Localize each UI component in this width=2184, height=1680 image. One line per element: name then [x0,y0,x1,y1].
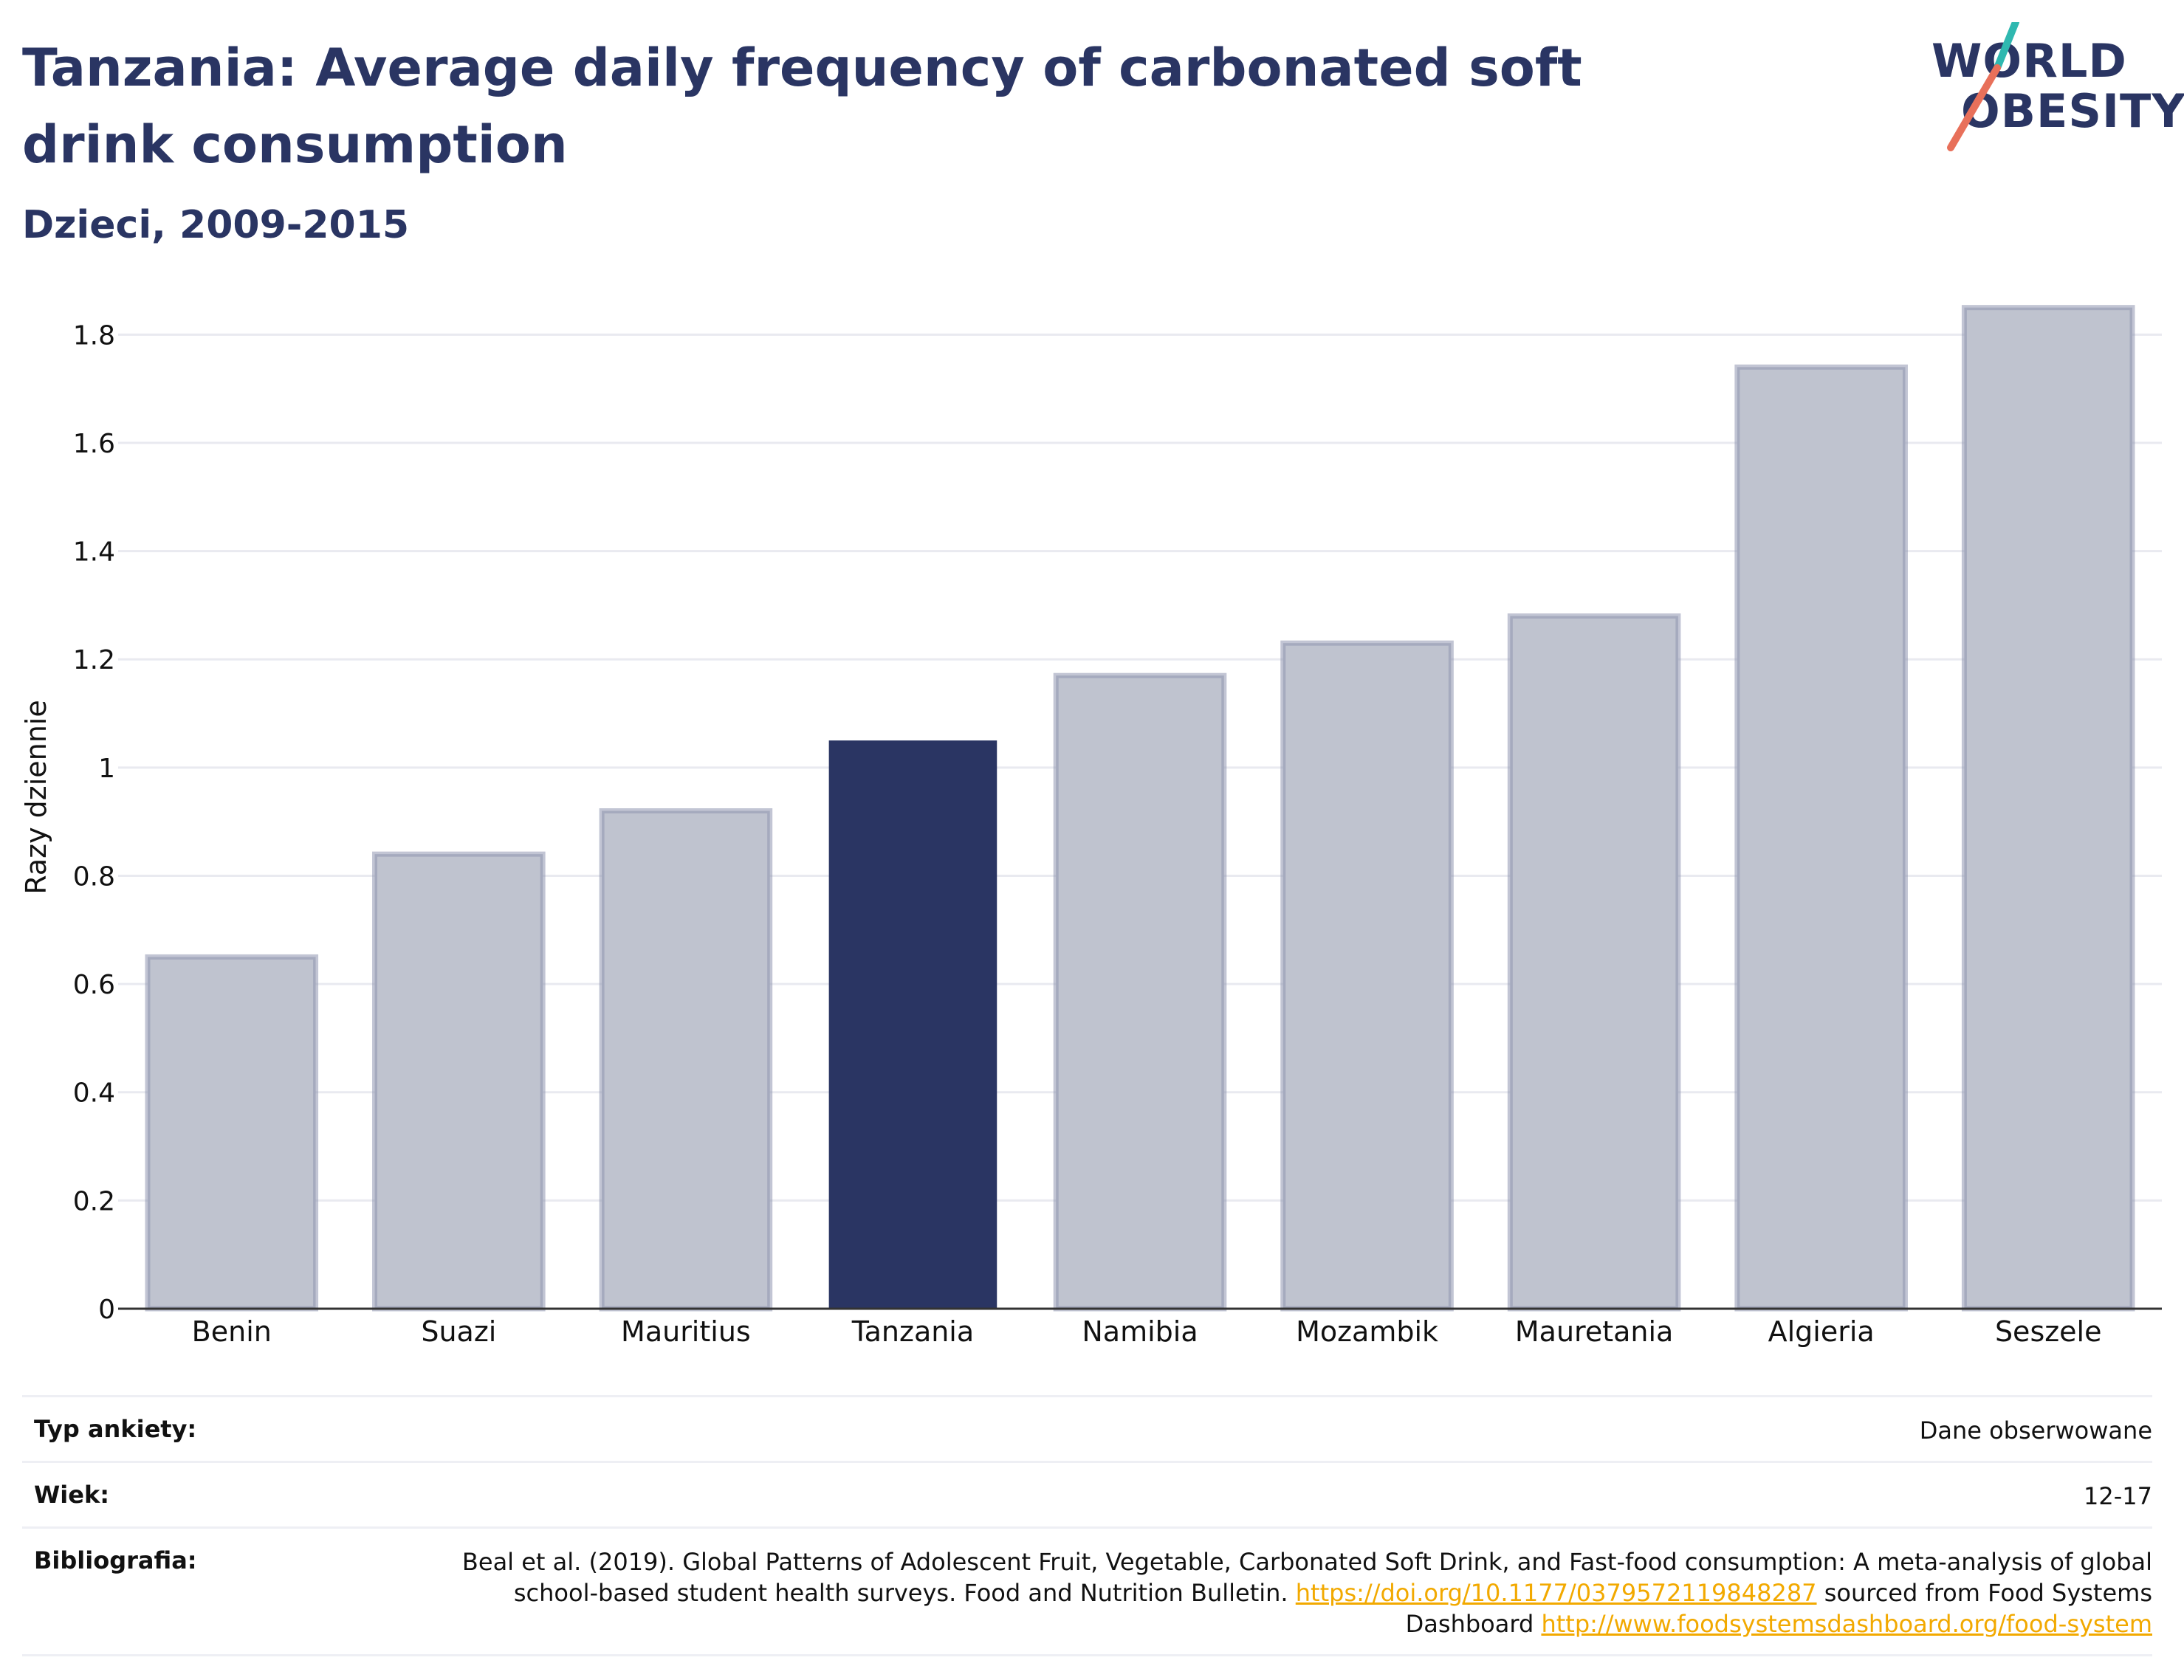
food-systems-link[interactable]: http://www.foodsystemsdashboard.org/food… [1541,1610,2152,1638]
y-tick-label: 0.6 [73,970,115,1000]
x-tick-label: Algieria [1768,1315,1875,1348]
metadata-table: Typ ankiety: Dane obserwowane Wiek: 12-1… [22,1395,2152,1656]
bar-chart: 0 0.2 0.4 0.6 0.8 1 1.2 1.4 1.6 1.8 Benin Suazi Maur… [20,305,2162,1348]
bars [145,305,2135,1312]
bar-mauritius [599,808,773,1312]
y-tick-label: 0.8 [73,861,115,892]
y-tick-label: 1.4 [73,537,115,568]
y-tick-label: 0.2 [73,1186,115,1216]
y-tick-label: 1.2 [73,645,115,675]
bar-mauretania [1507,613,1681,1312]
x-tick-label: Mauretania [1515,1315,1673,1348]
chart-subtitle: Dzieci, 2009-2015 [22,203,410,247]
age-value: 12-17 [2084,1482,2152,1510]
meta-row-bibliography: Bibliografia: Beal et al. (2019). Global… [22,1526,2152,1654]
bar-namibia [1053,672,1227,1312]
axes: 0 0.2 0.4 0.6 0.8 1 1.2 1.4 1.6 1.8 Benin Suazi Maur… [73,320,2162,1348]
bar-seszele [1961,305,2135,1312]
bar-tanzania [828,740,997,1309]
x-tick-label: Seszele [1995,1315,2102,1348]
x-tick-label: Tanzania [851,1315,974,1348]
logo-word-obesity: OBESITY [1961,84,2184,138]
x-tick-label: Namibia [1082,1315,1198,1348]
logo-slash-icon [1947,22,2019,151]
bibliography-label: Bibliografia: [34,1546,197,1574]
bar-mozambik [1280,640,1454,1312]
y-tick-label: 0 [98,1295,115,1325]
y-tick-label: 1 [98,754,115,784]
y-tick-label: 1.8 [73,320,115,351]
survey-type-value: Dane obserwowane [1919,1416,2152,1445]
bibliography-text-1: Beal et al. (2019). Global Patterns of A… [461,1548,2152,1607]
age-label: Wiek: [34,1481,110,1509]
bibliography-text-2: sourced from Food Systems Dashboard [1405,1579,2152,1638]
x-tick-label: Mozambik [1296,1315,1438,1348]
chart-title: Tanzania: Average daily frequency of car… [22,38,1582,175]
logo-word-world: WORLD [1931,34,2127,88]
bar-algieria [1734,364,1908,1312]
world-obesity-logo: WORLD OBESITY [1927,22,2184,155]
x-tick-label: Benin [192,1315,272,1348]
bar-suazi [372,851,546,1312]
bar-benin [145,954,319,1312]
doi-link[interactable]: https://doi.org/10.1177/0379572119848287 [1295,1579,1817,1607]
y-tick-label: 1.6 [73,429,115,459]
x-tick-label: Mauritius [621,1315,751,1348]
meta-row-age: Wiek: 12-17 [22,1461,2152,1526]
meta-row-survey: Typ ankiety: Dane obserwowane [22,1395,2152,1461]
y-axis-label: Razy dziennie [20,700,52,894]
bibliography-value: Beal et al. (2019). Global Patterns of A… [380,1546,2152,1639]
meta-table-end [22,1654,2152,1656]
survey-type-label: Typ ankiety: [34,1415,197,1443]
y-tick-label: 0.4 [73,1078,115,1109]
x-tick-label: Suazi [421,1315,496,1348]
